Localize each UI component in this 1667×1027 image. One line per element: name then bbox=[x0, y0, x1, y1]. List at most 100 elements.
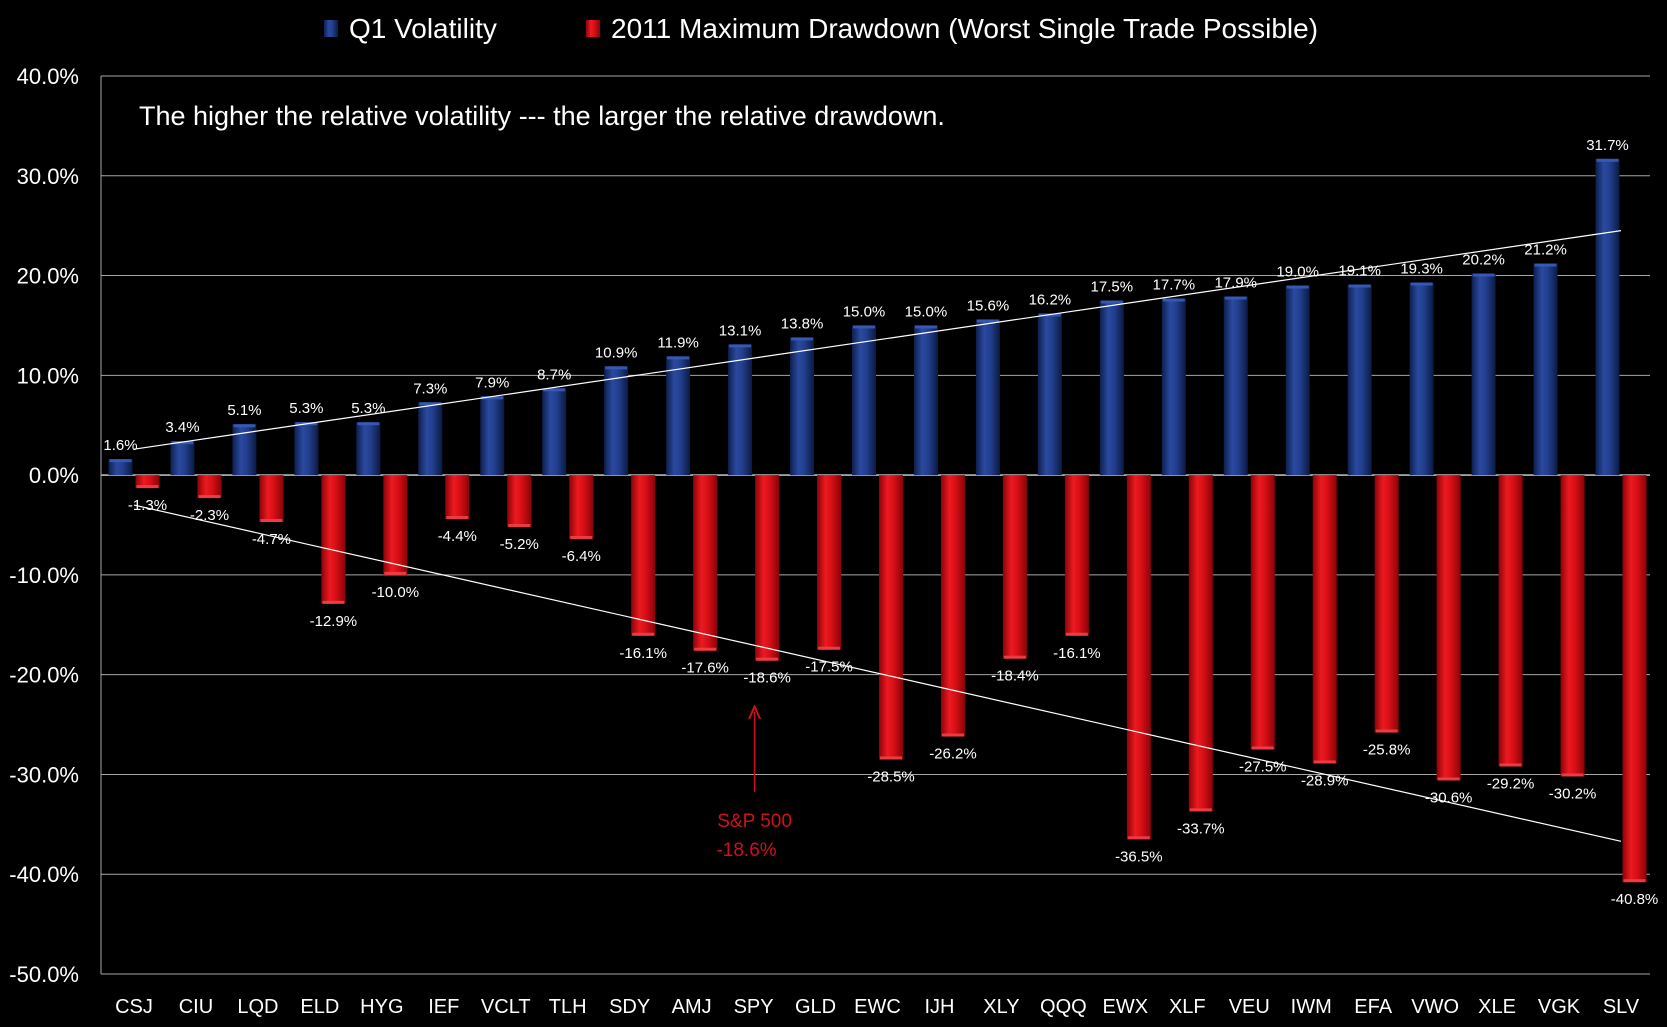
drawdown-value-label-vgk: -30.2% bbox=[1549, 785, 1597, 802]
drawdown-bar-cap-xle bbox=[1499, 763, 1522, 767]
drawdown-bar-lqd bbox=[259, 475, 284, 523]
volatility-value-label-hyg: 5.3% bbox=[351, 400, 385, 417]
volatility-bar-cap-ief bbox=[419, 402, 442, 406]
category-label-sdy: SDY bbox=[609, 996, 650, 1018]
category-label-qqq: QQQ bbox=[1040, 996, 1087, 1018]
volatility-bar-hyg bbox=[356, 422, 381, 476]
y-tick-label: 30.0% bbox=[17, 164, 79, 189]
category-label-tlh: TLH bbox=[549, 996, 587, 1018]
drawdown-bar-cap-ijh bbox=[941, 733, 964, 737]
volatility-value-label-xly: 15.6% bbox=[967, 297, 1010, 314]
drawdown-bar-cap-ewc bbox=[880, 756, 902, 760]
volatility-bar-gld bbox=[790, 337, 815, 476]
category-label-amj: AMJ bbox=[672, 996, 712, 1018]
legend-label-q1-volatility: Q1 Volatility bbox=[349, 13, 497, 44]
callout-label-sp500: S&P 500 bbox=[717, 811, 792, 832]
volatility-value-label-xle: 20.2% bbox=[1462, 252, 1505, 269]
drawdown-bar-spy bbox=[755, 475, 780, 661]
volatility-bar-csj bbox=[108, 459, 133, 476]
drawdown-bar-csj bbox=[135, 475, 160, 489]
volatility-bar-cap-amj bbox=[667, 356, 690, 360]
volatility-value-label-iwm: 19.0% bbox=[1276, 264, 1319, 281]
volatility-bar-eld bbox=[294, 422, 319, 476]
category-label-vwo: VWO bbox=[1411, 996, 1459, 1018]
volatility-value-label-amj: 11.9% bbox=[657, 334, 698, 351]
category-label-lqd: LQD bbox=[237, 996, 278, 1018]
drawdown-bar-cap-ief bbox=[446, 516, 469, 520]
volatility-value-label-xlf: 17.7% bbox=[1153, 277, 1196, 294]
volatility-value-label-spy: 13.1% bbox=[719, 322, 762, 339]
category-label-ijh: IJH bbox=[924, 996, 954, 1018]
volatility-bar-amj bbox=[666, 356, 691, 476]
drawdown-bar-cap-amj bbox=[694, 647, 717, 651]
drawdown-bar-cap-hyg bbox=[384, 571, 407, 575]
volatility-bar-xlf bbox=[1161, 298, 1186, 476]
drawdown-value-label-lqd: -4.7% bbox=[252, 531, 291, 548]
drawdown-bar-cap-vclt bbox=[508, 523, 531, 527]
drawdown-value-label-veu: -27.5% bbox=[1239, 759, 1287, 776]
drawdown-bar-vclt bbox=[507, 475, 532, 527]
volatility-value-label-vclt: 7.9% bbox=[475, 374, 509, 391]
volatility-bar-cap-xlf bbox=[1162, 298, 1185, 302]
drawdown-bar-ciu bbox=[197, 475, 222, 499]
drawdown-bar-cap-tlh bbox=[570, 535, 593, 539]
data-labels: 1.6% 3.4% 5.1% 5.3% 5.3% 7.3% 7.9% 8.7% 10.9% 11.… bbox=[103, 137, 1658, 908]
drawdown-value-label-qqq: -16.1% bbox=[1053, 645, 1101, 662]
spy-callout: S&P 500 -18.6% bbox=[716, 712, 792, 861]
category-label-xly: XLY bbox=[983, 996, 1019, 1018]
volatility-bar-cap-ewc bbox=[853, 325, 875, 329]
volatility-value-label-tlh: 8.7% bbox=[537, 366, 571, 383]
volatility-bar-veu bbox=[1223, 296, 1248, 476]
volatility-value-label-eld: 5.3% bbox=[289, 400, 323, 417]
drawdown-bar-cap-lqd bbox=[260, 519, 283, 523]
x-axis-category-labels: CSJ CIU LQD ELD HYG IEF VCLT TLH SDY AMJ SPY GLD EWC… bbox=[115, 996, 1640, 1018]
volatility-bar-cap-hyg bbox=[357, 422, 380, 426]
drawdown-value-label-spy: -18.6% bbox=[743, 670, 791, 687]
legend-swatch-q1-volatility bbox=[324, 20, 338, 37]
volatility-bar-cap-lqd bbox=[233, 424, 256, 428]
drawdown-value-label-eld: -12.9% bbox=[310, 613, 358, 630]
drawdown-value-label-xly: -18.4% bbox=[991, 668, 1039, 685]
drawdown-bar-xle bbox=[1498, 475, 1523, 767]
category-label-veu: VEU bbox=[1229, 996, 1270, 1018]
drawdown-bar-cap-vwo bbox=[1437, 777, 1460, 781]
legend-label-max-drawdown: 2011 Maximum Drawdown (Worst Single Trad… bbox=[611, 13, 1318, 44]
volatility-bar-cap-spy bbox=[729, 344, 752, 348]
category-label-ciu: CIU bbox=[179, 996, 213, 1018]
volatility-bar-cap-xle bbox=[1472, 273, 1495, 277]
volatility-bar-cap-vwo bbox=[1410, 282, 1433, 286]
category-label-iwm: IWM bbox=[1291, 996, 1332, 1018]
volatility-bar-spy bbox=[728, 344, 753, 476]
drawdown-bar-hyg bbox=[383, 475, 408, 575]
drawdown-bar-cap-ciu bbox=[198, 495, 221, 499]
drawdown-bar-slv bbox=[1622, 475, 1647, 883]
category-label-eld: ELD bbox=[300, 996, 339, 1018]
drawdown-value-label-gld: -17.5% bbox=[805, 659, 853, 676]
volatility-value-label-veu: 17.9% bbox=[1214, 275, 1257, 292]
drawdown-bar-cap-csj bbox=[136, 485, 159, 489]
volatility-value-label-sdy: 10.9% bbox=[595, 344, 638, 361]
category-label-ief: IEF bbox=[428, 996, 459, 1018]
volatility-value-label-ewx: 17.5% bbox=[1091, 279, 1134, 296]
drawdown-value-label-tlh: -6.4% bbox=[562, 548, 601, 565]
volatility-bar-vclt bbox=[480, 396, 505, 476]
volatility-bar-ewx bbox=[1099, 300, 1124, 476]
drawdown-value-label-ciu: -2.3% bbox=[190, 507, 229, 524]
drawdown-value-label-hyg: -10.0% bbox=[372, 584, 420, 601]
volatility-bar-xly bbox=[975, 319, 1000, 476]
drawdown-bar-cap-ewx bbox=[1127, 836, 1150, 840]
drawdown-bar-cap-iwm bbox=[1313, 760, 1336, 764]
drawdown-value-label-slv: -40.8% bbox=[1611, 891, 1659, 908]
trendlines bbox=[133, 230, 1622, 842]
drawdown-value-label-xle: -29.2% bbox=[1487, 775, 1535, 792]
drawdown-trendline bbox=[133, 504, 1622, 842]
y-tick-label: -30.0% bbox=[9, 762, 79, 787]
drawdown-bar-cap-xly bbox=[1003, 655, 1026, 659]
drawdown-value-label-sdy: -16.1% bbox=[619, 645, 667, 662]
drawdown-value-label-ief: -4.4% bbox=[438, 528, 477, 545]
drawdown-value-label-amj: -17.6% bbox=[681, 660, 729, 677]
category-label-vclt: VCLT bbox=[481, 996, 531, 1018]
drawdown-bar-tlh bbox=[569, 475, 594, 539]
drawdown-bar-efa bbox=[1374, 475, 1399, 733]
y-axis-tick-labels: 40.0% 30.0% 20.0% 10.0% 0.0% -10.0% -20.0% -30.… bbox=[9, 64, 79, 987]
